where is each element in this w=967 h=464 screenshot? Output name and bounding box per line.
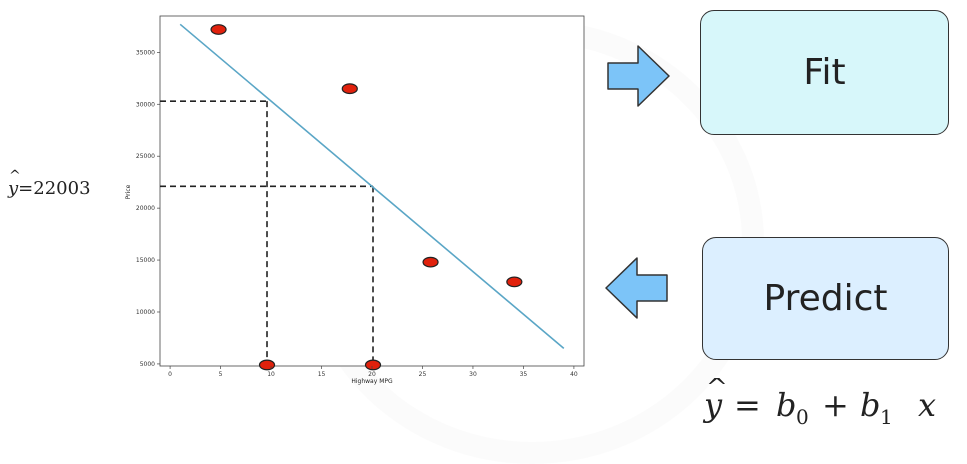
x-tick-label: 15 (318, 371, 326, 378)
data-point (422, 256, 439, 268)
formula-hat: ^ (706, 378, 728, 403)
formula-x: x (918, 386, 936, 424)
fit-label: Fit (803, 52, 846, 93)
formula-sub1: 1 (880, 405, 893, 428)
right-arrow-icon (607, 45, 670, 107)
y-axis-label: Price (125, 184, 132, 199)
predicted-value-annotation: y=22003 (8, 168, 91, 199)
formula-equals: = (734, 386, 761, 424)
data-point (210, 24, 227, 35)
y-hat-symbol: y (8, 168, 21, 199)
x-tick-label: 35 (520, 371, 528, 378)
x-tick-label: 25 (419, 371, 427, 378)
formula-sub0: 0 (796, 405, 809, 428)
data-point (364, 359, 382, 371)
fit-button[interactable]: Fit (700, 10, 949, 135)
formula-plus: + (822, 386, 849, 424)
axis-ticks: 0 5 10 15 20 25 30 35 40 5000 10000 15000 20000 25000… (136, 49, 578, 378)
x-tick-label: 5 (219, 371, 223, 378)
data-point (341, 83, 358, 95)
regression-formula: y ^ = b 0 + b 1 x (702, 378, 936, 428)
y-tick-label: 30000 (136, 101, 155, 108)
x-tick-label: 20 (368, 371, 376, 378)
left-arrow-icon (605, 257, 668, 319)
predicted-value-text: =22003 (18, 178, 91, 199)
x-tick-label: 10 (267, 371, 275, 378)
formula-b0: b (776, 386, 796, 424)
regression-line-group (179, 23, 565, 349)
formula-y: y (702, 386, 723, 424)
data-point (258, 359, 276, 371)
data-point (506, 276, 523, 288)
y-tick-label: 35000 (136, 49, 155, 56)
y-tick-label: 20000 (136, 205, 155, 212)
predict-label: Predict (763, 278, 888, 319)
scatter-plot: 0 5 10 15 20 25 30 35 40 5000 10000 15000 20000 25000… (125, 15, 585, 385)
x-tick-label: 0 (168, 371, 172, 378)
y-tick-label: 15000 (136, 257, 155, 264)
y-tick-label: 5000 (140, 361, 155, 368)
regression-line (179, 23, 565, 349)
predict-button[interactable]: Predict (702, 237, 949, 360)
plot-frame (159, 15, 585, 367)
y-tick-label: 10000 (136, 309, 155, 316)
x-tick-label: 40 (570, 371, 578, 378)
x-tick-label: 30 (469, 371, 477, 378)
guide-lines (160, 100, 374, 366)
y-tick-label: 25000 (136, 153, 155, 160)
formula-b1: b (860, 386, 880, 424)
x-axis-label: Highway MPG (351, 378, 393, 385)
